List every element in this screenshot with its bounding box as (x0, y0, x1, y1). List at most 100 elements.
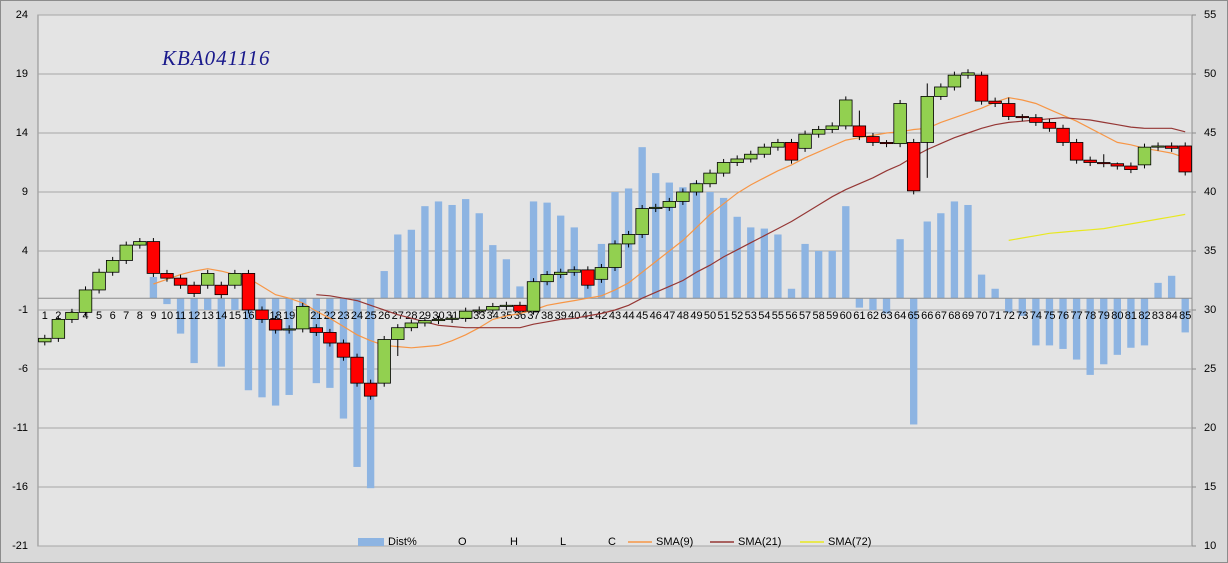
y2-tick-label: 10 (1204, 540, 1216, 552)
x-tick-label: 25 (364, 310, 376, 322)
bar (706, 192, 714, 299)
x-tick-label: 84 (1166, 310, 1178, 322)
x-tick-label: 62 (867, 310, 879, 322)
candle-body (1137, 146, 1152, 166)
candle-body (1056, 127, 1070, 143)
sma-line (1008, 213, 1186, 241)
candle-body (811, 129, 826, 135)
candle-body (1097, 162, 1111, 165)
candle-body (92, 271, 106, 291)
x-tick-label: 12 (188, 310, 200, 322)
candle-body (38, 337, 52, 343)
x-tick-label: 52 (731, 310, 743, 322)
candle-body (499, 304, 514, 307)
bar (1167, 275, 1176, 299)
candle-body (540, 274, 554, 283)
candle-body (744, 153, 758, 160)
x-tick-label: 1 (42, 310, 48, 322)
candle-body (906, 142, 921, 192)
y-tick-label: 4 (22, 245, 28, 257)
candle-body (649, 206, 663, 209)
candle-body (1083, 159, 1097, 163)
bar (801, 243, 809, 299)
y2-tick-label: 30 (1204, 304, 1216, 316)
candle-body (893, 103, 907, 145)
candle-body (947, 74, 962, 88)
legend-label: L (560, 536, 566, 548)
x-tick-label: 43 (609, 310, 621, 322)
bar (719, 197, 728, 299)
annotation: KBA041116 (161, 46, 271, 70)
x-tick-label: 71 (989, 310, 1001, 322)
x-tick-label: 33 (473, 310, 485, 322)
bar (977, 274, 986, 299)
candle-body (567, 269, 581, 273)
bar (557, 215, 565, 299)
y2-tick-label: 55 (1204, 9, 1216, 21)
bar (407, 229, 416, 299)
bar (312, 298, 320, 384)
candle-body (554, 271, 568, 275)
candle-body (458, 310, 473, 319)
candle-body (404, 322, 419, 329)
candle-body (391, 327, 405, 340)
bar (1005, 298, 1013, 313)
candle-body (78, 289, 93, 313)
candle-body (309, 327, 324, 333)
x-tick-label: 58 (813, 310, 825, 322)
x-tick-label: 46 (650, 310, 662, 322)
candle-body (214, 284, 228, 296)
x-tick-label: 72 (1003, 310, 1015, 322)
y2-tick-label: 40 (1204, 186, 1216, 198)
x-tick-label: 10 (161, 310, 173, 322)
bar (1032, 298, 1040, 346)
candle-body (852, 125, 867, 137)
bar (1086, 298, 1094, 375)
y-tick-label: 9 (22, 186, 28, 198)
x-tick-label: 78 (1084, 310, 1096, 322)
x-tick-label: 6 (110, 310, 116, 322)
candle-body (825, 125, 839, 130)
bar (258, 298, 266, 398)
y-tick-label: -16 (12, 481, 28, 493)
x-tick-label: 61 (853, 310, 865, 322)
y2-tick-label: 45 (1204, 127, 1216, 139)
x-tick-label: 53 (745, 310, 757, 322)
legend-label: SMA(72) (828, 536, 871, 548)
x-tick-label: 70 (975, 310, 987, 322)
bar (910, 298, 918, 425)
bar (502, 259, 511, 299)
candle-body (282, 328, 296, 331)
candle-body (703, 172, 717, 185)
y-tick-label: -6 (18, 363, 28, 375)
x-tick-label: 59 (826, 310, 838, 322)
x-tick-label: 68 (948, 310, 960, 322)
y-tick-label: -1 (18, 304, 28, 316)
bar (244, 298, 253, 391)
bar (271, 298, 280, 406)
x-tick-label: 47 (663, 310, 675, 322)
candle-body (255, 309, 269, 320)
x-tick-label: 56 (785, 310, 797, 322)
candle-body (486, 306, 500, 311)
bar (1072, 298, 1081, 360)
legend-swatch (358, 538, 384, 546)
y-tick-label: -11 (13, 422, 28, 434)
candle-body (472, 309, 486, 312)
legend-label: SMA(21) (738, 536, 781, 548)
x-tick-label: 65 (908, 310, 920, 322)
x-tick-label: 11 (175, 310, 186, 322)
candle-body (1069, 142, 1084, 161)
bar (842, 206, 850, 299)
bar (149, 276, 158, 299)
bar (1100, 298, 1108, 365)
bar (869, 298, 877, 310)
bar (1045, 298, 1054, 346)
candle-body (526, 281, 541, 312)
candle-body (418, 320, 432, 324)
x-tick-label: 40 (568, 310, 580, 322)
x-tick-label: 26 (378, 310, 390, 322)
y-tick-label: 14 (16, 127, 28, 139)
x-tick-label: 57 (799, 310, 811, 322)
bar (217, 298, 225, 367)
